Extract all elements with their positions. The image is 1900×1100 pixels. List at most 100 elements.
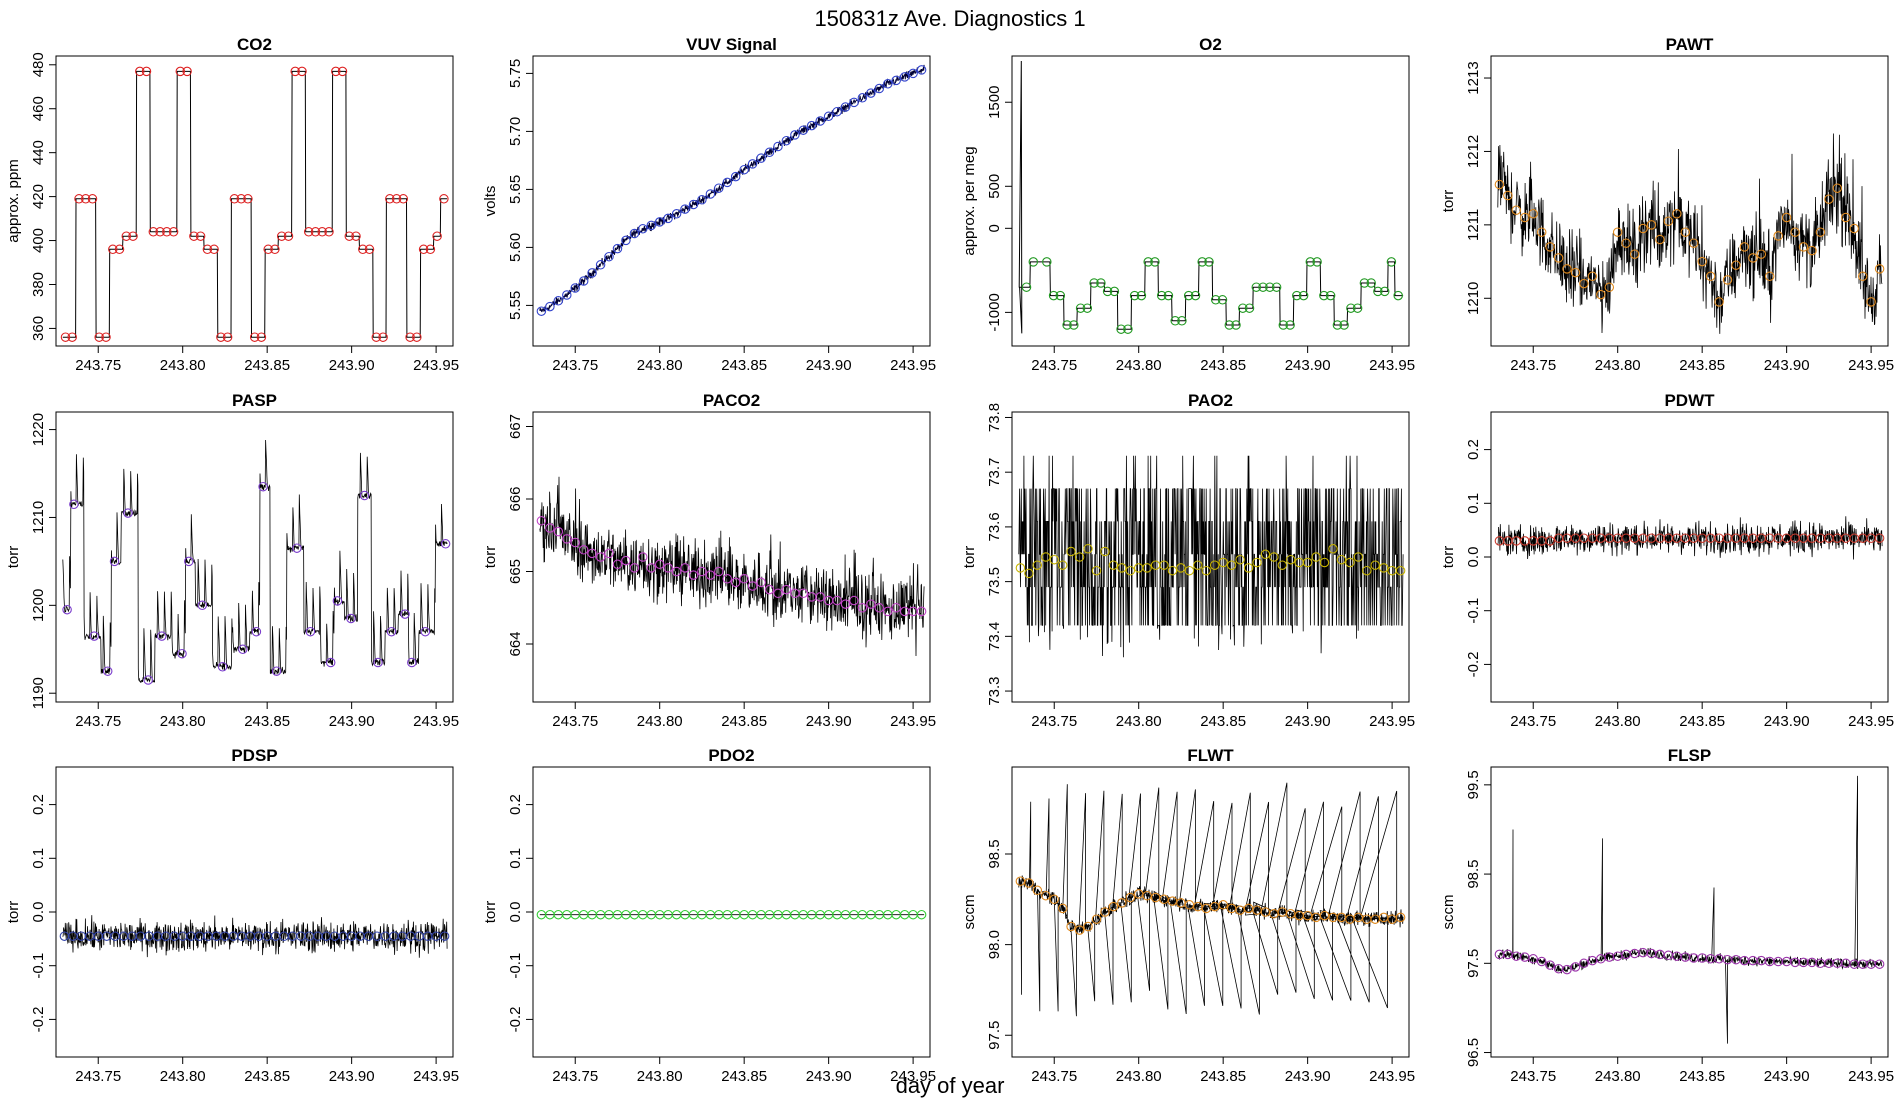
data-point: [1378, 563, 1389, 573]
data-point: [1163, 290, 1174, 301]
data-point: [143, 675, 153, 685]
data-point: [1224, 320, 1235, 330]
data-point: [1579, 958, 1589, 969]
y-tick-label: 5.60: [507, 233, 524, 262]
data-point: [570, 537, 580, 548]
data-point: [1100, 907, 1110, 917]
data-point: [1091, 914, 1102, 924]
data-point: [1312, 257, 1322, 267]
data-point: [866, 599, 876, 609]
data-point: [1218, 900, 1228, 910]
data-point: [1235, 554, 1245, 565]
x-tick-label: 243.80: [160, 357, 206, 374]
y-tick-label: 0.2: [30, 794, 47, 815]
data-point: [177, 648, 187, 659]
y-tick-label: 360: [30, 316, 47, 341]
data-point: [1570, 962, 1581, 972]
x-tick-label: 243.75: [1031, 713, 1077, 730]
data-point: [1197, 257, 1207, 267]
data-point: [184, 556, 194, 567]
data-point: [263, 244, 273, 255]
x-tick-label: 243.90: [329, 357, 375, 374]
data-point: [570, 283, 580, 293]
y-tick-label: 1210: [1465, 282, 1482, 315]
y-tick-label: 0.2: [1465, 439, 1482, 460]
data-point: [730, 171, 741, 182]
y-axis-label: torr: [482, 901, 499, 924]
data-point: [331, 66, 341, 77]
y-tick-label: 1213: [1465, 61, 1482, 94]
data-point: [629, 563, 640, 573]
data-point: [1089, 278, 1099, 288]
x-tick-label: 243.75: [552, 713, 598, 730]
data-point: [536, 306, 547, 316]
data-point: [1494, 179, 1505, 190]
data-point: [325, 657, 336, 668]
data-point: [1781, 212, 1792, 223]
data-point: [1048, 290, 1059, 301]
data-point: [344, 231, 355, 241]
data-point: [1057, 903, 1068, 914]
data-point: [722, 177, 733, 188]
data-point: [1123, 324, 1133, 334]
data-point: [440, 539, 451, 549]
data-point: [823, 111, 834, 122]
data-point: [1074, 552, 1085, 562]
data-point: [849, 97, 859, 108]
figure-title: 150831z Ave. Diagnostics 1: [814, 6, 1085, 31]
data-point: [1150, 257, 1160, 267]
data-point: [439, 194, 449, 204]
data-point: [1167, 565, 1178, 576]
x-tick-label: 243.80: [1116, 713, 1162, 730]
data-point: [1082, 303, 1093, 313]
panel-grid: CO2 243.75 243.80 243.85 243.90 243.95 360 380 4…: [5, 35, 1894, 1085]
data-point: [1156, 290, 1167, 301]
data-point: [197, 600, 208, 611]
data-point: [1359, 278, 1370, 288]
y-tick-label: -0.1: [1465, 598, 1482, 624]
data-point: [739, 574, 749, 584]
chart-panel-co2: CO2 243.75 243.80 243.85 243.90 243.95 360 380 4…: [5, 35, 459, 374]
data-point: [1277, 560, 1288, 570]
x-tick-label: 243.90: [1285, 357, 1331, 374]
x-tick-label: 243.90: [1764, 713, 1810, 730]
y-tick-label: 1210: [30, 501, 47, 534]
data-point: [1204, 257, 1214, 267]
data-trace: [62, 70, 448, 338]
y-tick-label: 460: [30, 96, 47, 121]
y-tick-label: 0.0: [1465, 547, 1482, 568]
y-axis-label: torr: [1440, 190, 1457, 213]
data-point: [1159, 560, 1169, 570]
plot-frame: [1011, 766, 1410, 1058]
x-tick-label: 243.90: [1285, 1068, 1331, 1085]
data-point: [1370, 560, 1380, 570]
data-point: [773, 588, 783, 599]
panel-title: O2: [1199, 35, 1222, 54]
data-point: [1705, 271, 1716, 282]
data-point: [1102, 286, 1113, 297]
data-point: [292, 543, 302, 553]
x-tick-label: 243.90: [1764, 357, 1810, 374]
data-point: [747, 159, 758, 169]
x-tick-label: 243.95: [1848, 713, 1894, 730]
x-tick-label: 243.75: [1510, 1068, 1556, 1085]
data-point: [849, 595, 859, 606]
chart-panel-pasp: PASP 243.75 243.80 243.85 243.90 243.95 1190 12…: [5, 391, 459, 730]
data-point: [1722, 275, 1733, 285]
data-point: [60, 332, 71, 342]
data-point: [1298, 290, 1309, 301]
y-tick-label: 420: [30, 184, 47, 209]
data-point: [1353, 552, 1364, 562]
y-tick-label: 73.4: [986, 622, 1003, 651]
x-tick-label: 243.75: [1031, 1068, 1077, 1085]
data-point: [1553, 253, 1564, 263]
data-point: [412, 332, 422, 342]
data-point: [1136, 290, 1147, 301]
data-point: [87, 194, 98, 204]
data-point: [1345, 557, 1355, 568]
data-point: [1638, 223, 1648, 234]
data-point: [236, 194, 246, 204]
data-point: [114, 244, 125, 255]
data-point: [332, 596, 343, 606]
data-point: [1226, 560, 1237, 570]
